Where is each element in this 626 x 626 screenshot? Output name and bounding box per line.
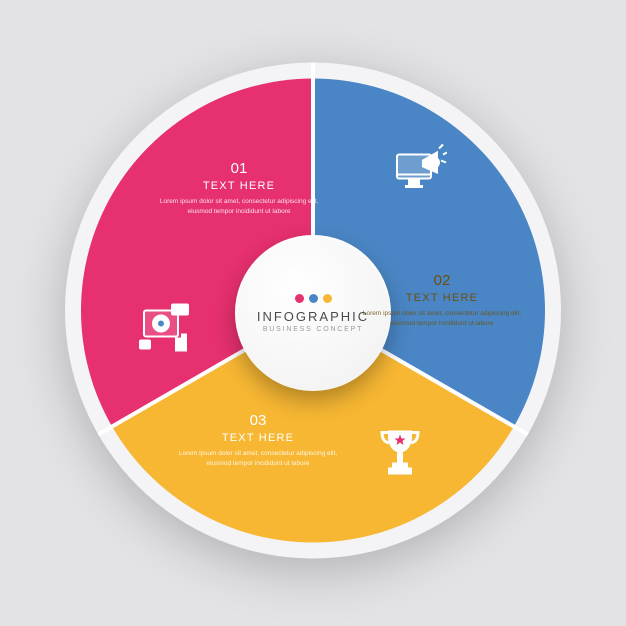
hub-dot-2 <box>309 294 318 303</box>
hub-dots <box>295 294 332 303</box>
infographic-stage: INFOGRAPHIC BUSINESS CONCEPT 01 TEXT HER… <box>0 0 626 626</box>
segment-1-label: 01 TEXT HERE Lorem ipsum dolor sit amet,… <box>154 160 324 217</box>
segment-3-label: 03 TEXT HERE Lorem ipsum dolor sit amet,… <box>173 412 343 469</box>
hub-title: INFOGRAPHIC <box>257 309 369 324</box>
trophy-icon <box>376 427 424 484</box>
segment-1-number: 01 <box>154 160 324 177</box>
segment-3-title: TEXT HERE <box>173 432 343 444</box>
segment-2-title: TEXT HERE <box>357 292 527 304</box>
segment-1-body: Lorem ipsum dolor sit amet, consectetur … <box>154 197 324 217</box>
segment-3-body: Lorem ipsum dolor sit amet, consectetur … <box>173 449 343 469</box>
segment-3-number: 03 <box>173 412 343 429</box>
monitor-megaphone-icon <box>393 143 447 202</box>
segment-2-body: Lorem ipsum dolor sit amet, consectetur … <box>357 309 527 329</box>
hub-subtitle: BUSINESS CONCEPT <box>263 326 363 333</box>
svg-text:</>: </> <box>175 308 185 315</box>
segment-2-number: 02 <box>357 272 527 289</box>
media-target-icon: </> <box>138 301 192 360</box>
hub-dot-1 <box>295 294 304 303</box>
segment-1-title: TEXT HERE <box>154 180 324 192</box>
segment-2-label: 02 TEXT HERE Lorem ipsum dolor sit amet,… <box>357 272 527 329</box>
hub-dot-3 <box>323 294 332 303</box>
